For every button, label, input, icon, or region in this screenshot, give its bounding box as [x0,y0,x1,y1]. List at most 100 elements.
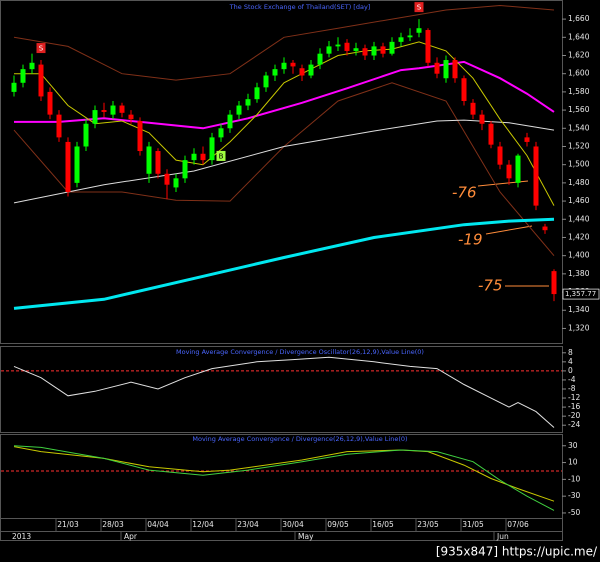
signal-label: B [219,152,224,160]
y-tick-label: 1,560 [568,105,590,114]
candle-body [551,271,557,295]
candle-body [218,128,224,138]
candle-body [29,62,35,70]
candle-body [425,30,431,63]
candle-body [524,137,530,142]
chart-title: The Stock Exchange of Thailand(SET) [day… [229,3,371,11]
main-panel-frame [0,0,563,344]
price-label: 1,357.77 [565,290,596,298]
candle-body [74,146,80,183]
x-tick-label: 23/05 [417,520,439,529]
candle-body [236,105,242,115]
candle-body [488,123,494,145]
y-tick-label: 1,580 [568,87,590,96]
candle-body [461,78,467,101]
y-tick-label: 1,480 [568,178,590,187]
x-axis-frame [0,518,563,541]
x-tick-label: 23/04 [237,520,259,529]
candle-body [335,44,341,47]
y-tick-label: 1,520 [568,141,590,150]
y-tick-label: 1,320 [568,323,590,332]
month-label: Jun [496,532,509,541]
y-tick-label: 1,620 [568,50,590,59]
y-tick-label: 1,540 [568,123,590,132]
series-line [13,446,555,502]
candle-body [299,68,305,76]
y-tick-label: 1,420 [568,232,590,241]
y-tick-label: -4 [568,375,576,384]
panel-title: Moving Average Convergence / Divergence … [176,348,424,356]
series-line [14,60,555,130]
candle-body [407,35,413,38]
x-tick-label: 09/05 [327,520,349,529]
panel-title: Moving Average Convergence / Divergence(… [192,435,407,443]
y-tick-label: -20 [568,411,580,420]
y-tick-label: -8 [568,384,576,393]
series-line [13,4,555,81]
candle-body [227,114,233,129]
y-tick-label: -12 [568,393,580,402]
candle-body [317,53,323,65]
signal-label: S [417,4,422,12]
candle-body [263,75,269,88]
x-tick-label: 31/05 [462,520,484,529]
y-tick-label: 1,660 [568,14,590,23]
candle-body [308,64,314,76]
candle-body [164,173,170,185]
y-tick-label: 1,600 [568,69,590,78]
candle-body [191,153,197,161]
signal-marker [216,150,226,161]
month-label: Apr [124,532,138,541]
candle-body [47,91,53,115]
x-tick-label: 04/04 [147,520,169,529]
candle-body [245,99,251,106]
y-tick-label: -50 [568,508,580,517]
x-tick-label: 21/03 [57,520,79,529]
y-tick-label: -16 [568,402,580,411]
month-label: 2013 [12,532,31,541]
candle-body [155,151,161,174]
candle-body [362,48,368,56]
signal-marker [36,43,46,54]
candle-body [497,146,503,165]
candle-body [92,110,98,124]
candle-body [290,62,296,67]
candle-body [128,114,134,120]
annotation: -75 [478,277,503,295]
candle-body [443,60,449,79]
candle-body [326,46,332,54]
candle-body [182,160,188,179]
candle-body [272,69,278,76]
series-line [14,41,555,206]
y-tick-label: 8 [568,348,573,357]
candle-body [479,114,485,124]
candle-body [200,153,206,161]
candle-body [83,123,89,147]
candle-body [470,102,476,115]
y-tick-label: 30 [568,441,578,450]
candle-body [533,146,539,206]
candle-body [110,105,116,115]
candle-body [506,164,512,179]
signal-label: S [39,45,44,53]
x-tick-label: 28/03 [102,520,124,529]
candle-body [434,62,440,74]
y-tick-label: 1,640 [568,32,590,41]
candle-body [281,62,287,70]
candle-body [416,28,422,33]
annotation: -76 [452,184,477,202]
candle-body [65,141,71,192]
y-tick-label: -30 [568,491,580,500]
x-tick-label: 12/04 [192,520,214,529]
y-tick-label: 10 [568,458,578,467]
y-tick-label: 1,340 [568,305,590,314]
signal-marker [414,2,424,13]
candle-body [119,105,125,113]
candle-body [209,137,215,161]
annotation: -19 [458,231,483,249]
candle-body [398,37,404,42]
candle-body [344,42,350,51]
candle-body [137,121,143,152]
price-label-box [562,288,600,300]
